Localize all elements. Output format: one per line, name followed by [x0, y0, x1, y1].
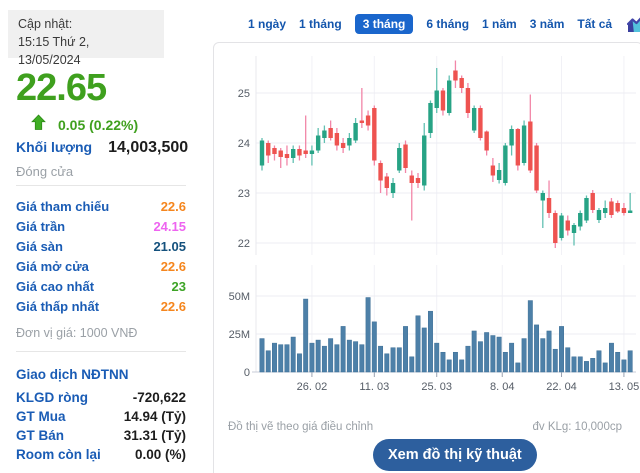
svg-text:25: 25 — [238, 88, 250, 100]
technical-chart-button[interactable]: Xem đồ thị kỹ thuật — [373, 439, 537, 471]
tab-6-thang[interactable]: 6 tháng — [426, 17, 470, 31]
row-value: 22.6 — [160, 258, 186, 274]
tab-3-thang[interactable]: 3 tháng — [354, 14, 414, 34]
table-row: GT Mua 14.94 (Tỷ) — [16, 407, 186, 426]
area-chart-icon[interactable] — [627, 15, 640, 34]
table-row: Room còn lại 0.00 (%) — [16, 445, 186, 464]
divider — [16, 351, 186, 352]
price-change-row: 0.05 (0.22%) — [30, 114, 138, 136]
tab-tat-ca[interactable]: Tất cả — [577, 17, 613, 31]
up-arrow-icon — [30, 114, 47, 136]
svg-text:13. 05: 13. 05 — [609, 381, 640, 393]
svg-text:11. 03: 11. 03 — [359, 381, 389, 393]
candlestick-volume-chart: 26. 02 11. 03 25. 03 8. 04 22. 04 13. 05 25 24 2… — [229, 56, 640, 393]
divider — [16, 185, 186, 186]
svg-text:24: 24 — [238, 138, 250, 150]
tab-1-ngay[interactable]: 1 ngày — [248, 17, 287, 31]
svg-text:22. 04: 22. 04 — [546, 381, 577, 393]
table-row: Giá thấp nhất 22.6 — [16, 296, 186, 316]
svg-text:22: 22 — [238, 238, 250, 250]
tab-3-nam[interactable]: 3 năm — [529, 17, 565, 31]
row-label: Giá mở cửa — [16, 258, 89, 274]
price-unit-note: Đơn vị giá: 1000 VNĐ — [16, 326, 138, 340]
price-change: 0.05 (0.22%) — [58, 117, 139, 133]
svg-text:26. 02: 26. 02 — [297, 381, 328, 393]
svg-text:8. 04: 8. 04 — [490, 381, 514, 393]
table-row: GT Bán 31.31 (Tỷ) — [16, 426, 186, 445]
range-tabs: 1 ngày 1 tháng 3 tháng 6 tháng 1 năm 3 n… — [248, 13, 640, 35]
svg-text:50M: 50M — [229, 291, 250, 303]
last-price: 22.65 — [16, 67, 107, 109]
row-label: Giá cao nhất — [16, 278, 95, 294]
volume-label: Khối lượng — [16, 139, 93, 155]
table-row: KLGD ròng -720,622 — [16, 388, 186, 407]
update-datetime: 15:15 Thứ 2, 13/05/2024 — [18, 35, 90, 68]
update-label: Cập nhật: — [18, 17, 73, 31]
row-value: 23 — [171, 278, 186, 294]
row-value: 14.94 (Tỷ) — [123, 409, 186, 424]
row-value: 22.6 — [160, 298, 186, 314]
session-status: Đóng cửa — [16, 164, 74, 179]
svg-text:25. 03: 25. 03 — [421, 381, 452, 393]
row-value: 24.15 — [153, 218, 186, 234]
foreign-trade-table: KLGD ròng -720,622 GT Mua 14.94 (Tỷ) GT … — [16, 388, 186, 464]
tab-1-thang[interactable]: 1 tháng — [299, 17, 342, 31]
table-row: Giá sàn 21.05 — [16, 236, 186, 256]
row-label: Giá trần — [16, 218, 66, 234]
row-value: 0.00 (%) — [134, 447, 186, 462]
row-value: 22.6 — [160, 198, 186, 214]
update-box: Cập nhật: 15:15 Thứ 2, 13/05/2024 — [8, 10, 164, 67]
row-label: Giá sàn — [16, 238, 63, 254]
row-value: 21.05 — [153, 238, 186, 254]
row-label: Room còn lại — [16, 447, 101, 462]
row-label: KLGD ròng — [16, 390, 88, 405]
adjusted-price-note: Đồ thị vẽ theo giá điều chỉnh — [228, 421, 374, 433]
row-label: Giá tham chiếu — [16, 198, 110, 214]
svg-text:25M: 25M — [229, 329, 250, 341]
row-value: 31.31 (Tỷ) — [123, 428, 186, 443]
volume-value: 14,003,500 — [108, 139, 189, 156]
svg-text:0: 0 — [244, 367, 250, 379]
table-row: Giá cao nhất 23 — [16, 276, 186, 296]
tab-1-nam[interactable]: 1 năm — [482, 17, 517, 31]
row-label: Giá thấp nhất — [16, 298, 100, 314]
row-value: -720,622 — [132, 390, 186, 405]
chart-panel: 26. 02 11. 03 25. 03 8. 04 22. 04 13. 05 25 24 2… — [213, 42, 640, 473]
row-label: GT Bán — [16, 428, 65, 443]
row-label: GT Mua — [16, 409, 66, 424]
volume-row: Khối lượng 14,003,500 — [16, 139, 188, 157]
price-info-table: Giá tham chiếu 22.6 Giá trần 24.15 Giá s… — [16, 196, 186, 316]
svg-text:23: 23 — [238, 188, 250, 200]
table-row: Giá mở cửa 22.6 — [16, 256, 186, 276]
foreign-trade-title: Giao dịch NĐTNN — [16, 367, 129, 382]
table-row: Giá tham chiếu 22.6 — [16, 196, 186, 216]
volume-unit-note: đv KLg: 10,000cp — [532, 421, 622, 433]
table-row: Giá trần 24.15 — [16, 216, 186, 236]
